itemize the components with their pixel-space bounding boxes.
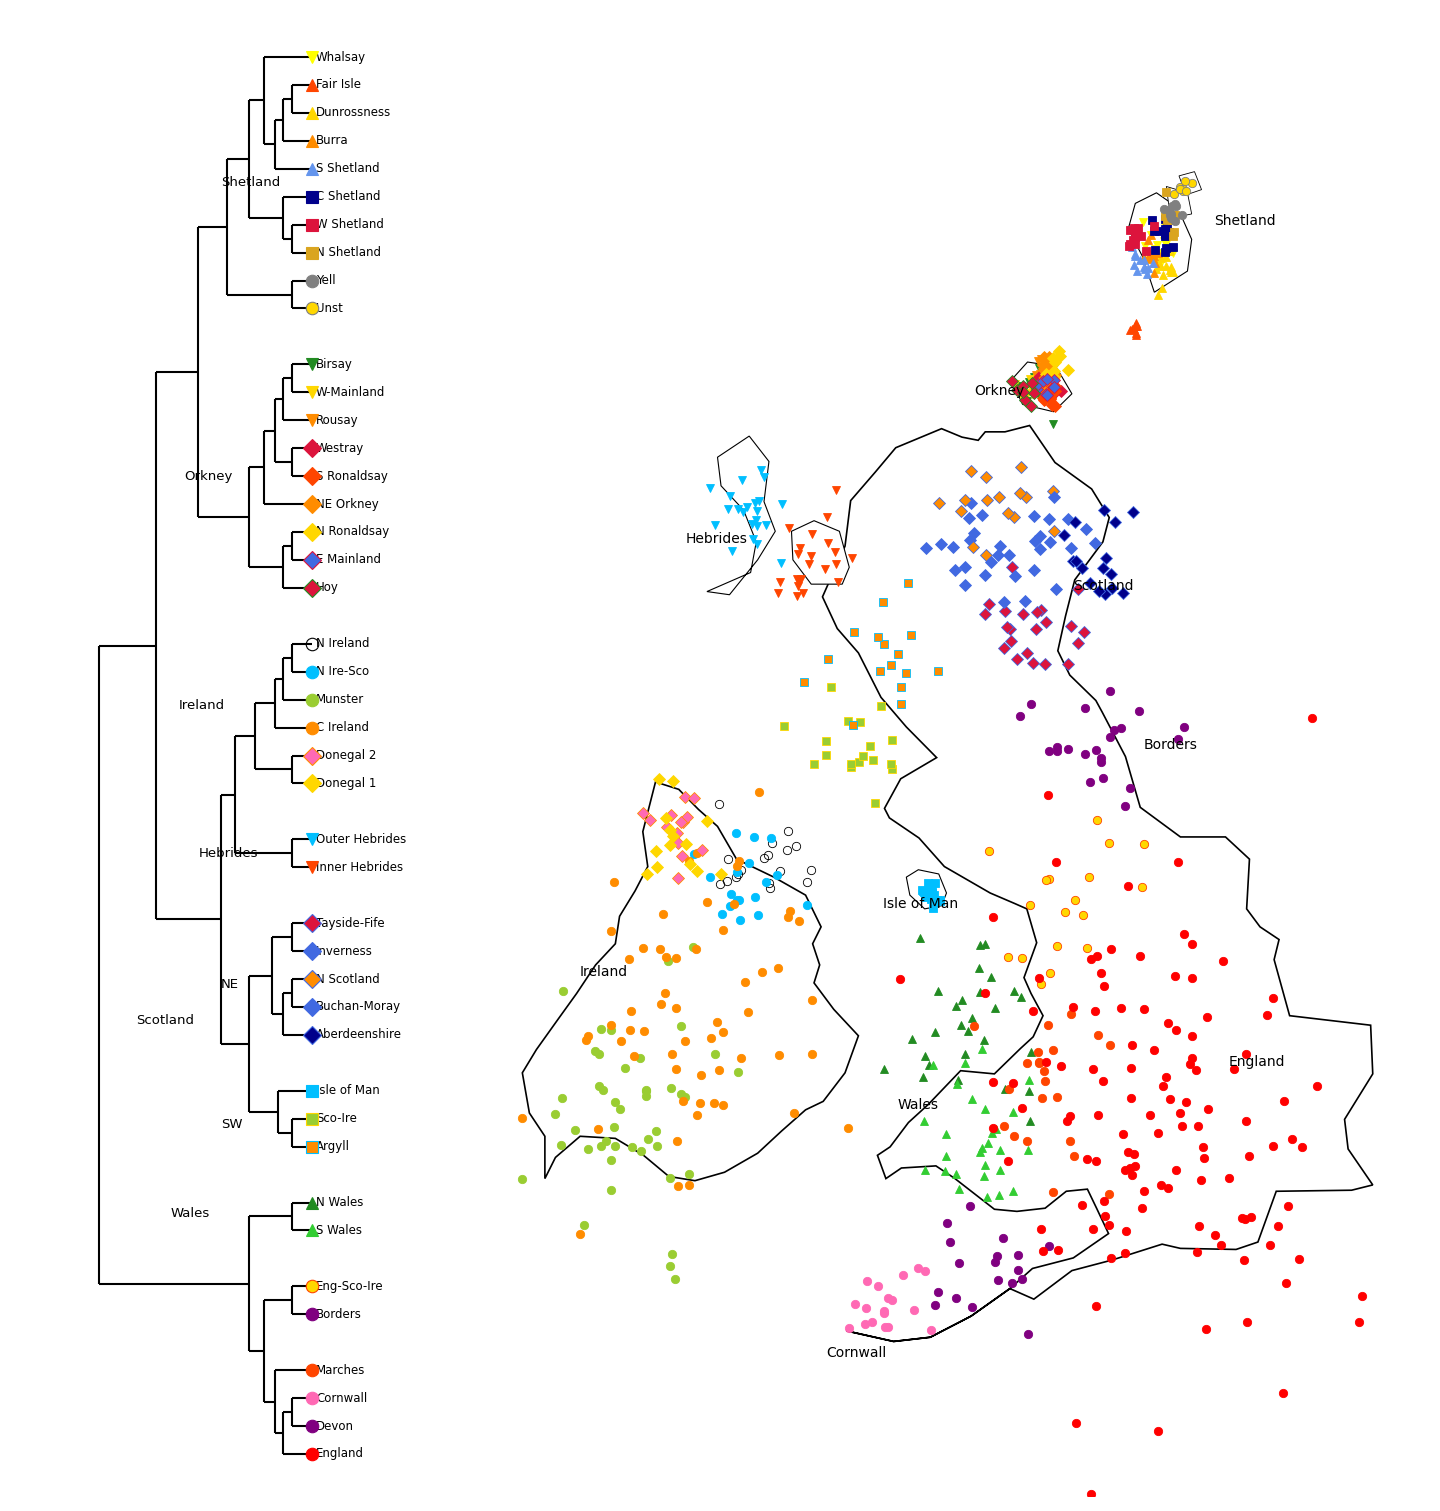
Text: Sco-Ire: Sco-Ire xyxy=(315,1112,357,1126)
Text: Orkney: Orkney xyxy=(975,384,1025,397)
Text: Inverness: Inverness xyxy=(315,944,373,958)
Text: W Shetland: W Shetland xyxy=(315,218,384,231)
Text: C Ireland: C Ireland xyxy=(315,721,369,734)
Text: S Ronaldsay: S Ronaldsay xyxy=(315,470,387,482)
Text: N Shetland: N Shetland xyxy=(315,246,382,258)
Text: N Ronaldsay: N Ronaldsay xyxy=(315,526,389,538)
Text: Fair Isle: Fair Isle xyxy=(315,79,361,92)
Text: Hebrides: Hebrides xyxy=(685,532,747,545)
Text: Orkney: Orkney xyxy=(184,470,233,482)
Text: Hebrides: Hebrides xyxy=(199,846,258,860)
Text: Donegal 2: Donegal 2 xyxy=(315,749,376,762)
Text: Shetland: Shetland xyxy=(222,177,281,189)
Text: Donegal 1: Donegal 1 xyxy=(315,777,376,790)
Text: NE: NE xyxy=(222,978,239,991)
Text: Ireland: Ireland xyxy=(580,966,628,979)
Text: Munster: Munster xyxy=(315,694,364,706)
Text: Hoy: Hoy xyxy=(315,582,338,594)
Text: Inner Hebrides: Inner Hebrides xyxy=(315,861,403,873)
Polygon shape xyxy=(906,870,946,910)
Text: Wales: Wales xyxy=(897,1097,939,1112)
Text: S Wales: S Wales xyxy=(315,1224,361,1238)
Text: Shetland: Shetland xyxy=(1214,215,1276,228)
Text: Cornwall: Cornwall xyxy=(315,1392,367,1405)
Text: Borders: Borders xyxy=(315,1309,361,1321)
Text: England: England xyxy=(1228,1055,1284,1070)
Text: Ireland: Ireland xyxy=(179,698,225,712)
Text: Dunrossness: Dunrossness xyxy=(315,106,392,119)
Polygon shape xyxy=(707,437,775,595)
Text: Whalsay: Whalsay xyxy=(315,50,366,63)
Text: Isle of Man: Isle of Man xyxy=(315,1085,380,1097)
Text: Eng-Sco-Ire: Eng-Sco-Ire xyxy=(315,1280,383,1293)
Text: Westray: Westray xyxy=(315,441,364,455)
Text: Unst: Unst xyxy=(315,302,343,314)
Polygon shape xyxy=(523,783,858,1180)
Polygon shape xyxy=(1179,172,1201,195)
Text: N Ireland: N Ireland xyxy=(315,638,370,650)
Text: Birsay: Birsay xyxy=(315,358,353,370)
Text: Scotland: Scotland xyxy=(1073,579,1133,594)
Text: NE Orkney: NE Orkney xyxy=(315,497,379,511)
Text: SW: SW xyxy=(222,1118,242,1130)
Text: E Mainland: E Mainland xyxy=(315,553,382,567)
Polygon shape xyxy=(1011,363,1071,413)
Text: Argyll: Argyll xyxy=(315,1141,350,1153)
Text: England: England xyxy=(315,1448,364,1461)
Text: Buchan-Moray: Buchan-Moray xyxy=(315,1000,402,1014)
Polygon shape xyxy=(1129,193,1192,292)
Text: Aberdeenshire: Aberdeenshire xyxy=(315,1029,402,1041)
Text: C Shetland: C Shetland xyxy=(315,190,380,202)
Text: N Scotland: N Scotland xyxy=(315,973,380,985)
Text: Burra: Burra xyxy=(315,134,348,148)
Text: Yell: Yell xyxy=(315,273,336,287)
Text: Borders: Borders xyxy=(1143,737,1198,752)
Polygon shape xyxy=(822,426,1372,1342)
Text: Scotland: Scotland xyxy=(137,1014,194,1027)
Text: Marches: Marches xyxy=(315,1363,366,1377)
Text: Wales: Wales xyxy=(170,1207,209,1221)
Text: S Shetland: S Shetland xyxy=(315,162,380,175)
Text: Cornwall: Cornwall xyxy=(827,1346,887,1360)
Text: Devon: Devon xyxy=(315,1419,354,1432)
Polygon shape xyxy=(792,521,850,585)
Text: N Ire-Sco: N Ire-Sco xyxy=(315,665,369,678)
Text: Rousay: Rousay xyxy=(315,414,359,426)
Text: Outer Hebrides: Outer Hebrides xyxy=(315,833,406,846)
Text: W-Mainland: W-Mainland xyxy=(315,385,386,399)
Text: Isle of Man: Isle of Man xyxy=(883,896,958,911)
Polygon shape xyxy=(1166,186,1192,218)
Text: Tayside-Fife: Tayside-Fife xyxy=(315,917,384,929)
Text: N Wales: N Wales xyxy=(315,1197,363,1209)
